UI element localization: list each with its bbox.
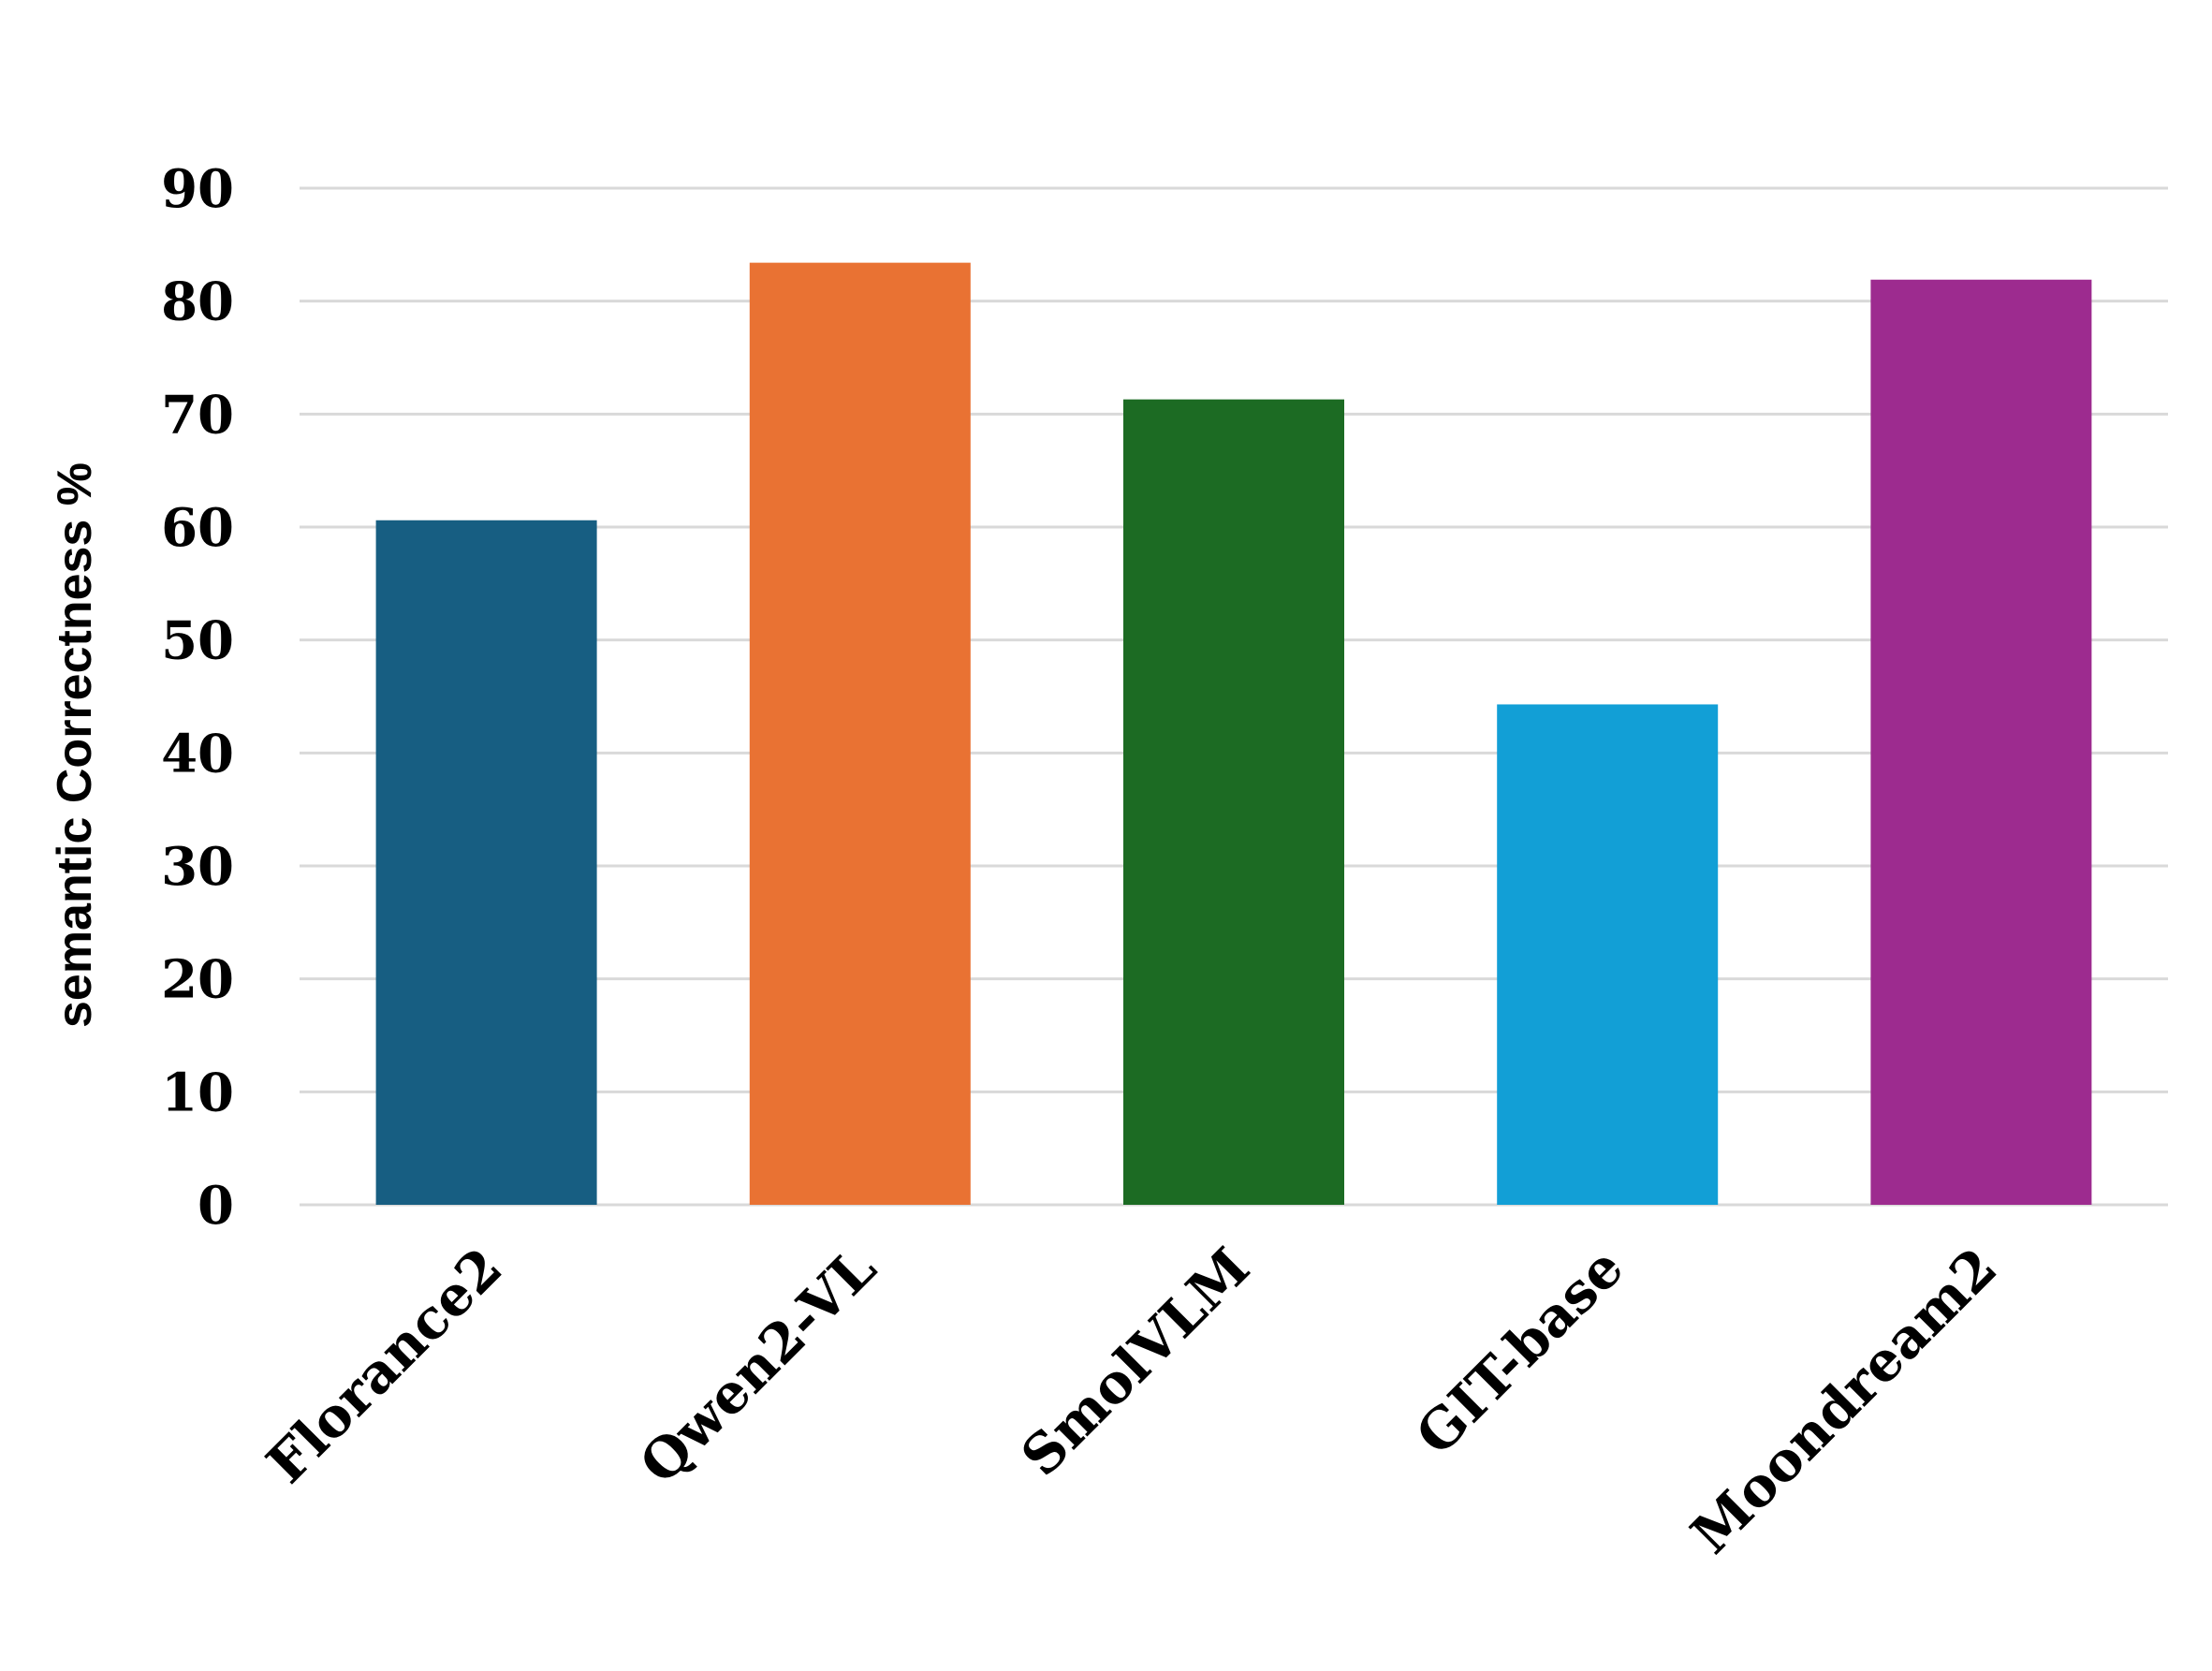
y-tick-label: 70 [161,384,234,446]
x-category-label: Florance2 [255,1236,515,1496]
y-tick-label: 20 [161,949,234,1011]
bar-moondream2 [1870,279,2092,1205]
bar-smolvlm [1123,399,1344,1205]
y-tick-label: 0 [198,1175,234,1237]
y-tick-label: 90 [161,158,234,220]
bars [375,262,2092,1205]
y-tick-label: 30 [161,836,234,898]
y-tick-label: 60 [161,497,234,559]
x-axis-category-labels: Florance2 Qwen2-VL SmolVLM GIT-base Moondrea… [255,1236,2010,1566]
y-tick-label: 10 [161,1062,234,1123]
y-tick-label: 80 [161,271,234,333]
bar-qwen2-vl [749,262,971,1205]
y-tick-label: 40 [161,723,234,784]
bar-git-base [1497,704,1719,1205]
y-axis-tick-labels: 0 10 20 30 40 50 60 70 80 90 [161,158,234,1237]
x-category-label: Moondream2 [1678,1236,2009,1566]
x-category-label: Qwen2-VL [627,1236,887,1496]
bar-florance2 [375,520,597,1205]
x-category-label: GIT-base [1404,1236,1635,1467]
x-category-label: SmolVLM [1009,1236,1262,1488]
y-axis-title: semantic Correctness % [48,462,102,1028]
y-tick-label: 50 [161,610,234,672]
